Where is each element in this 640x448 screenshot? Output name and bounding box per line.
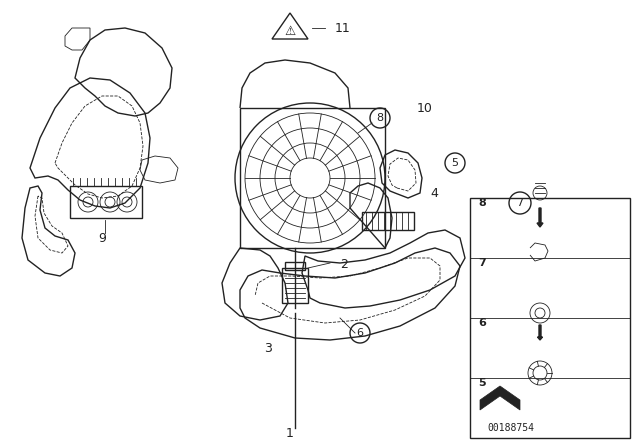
Text: 11: 11 (335, 22, 351, 34)
Text: 2: 2 (340, 258, 348, 271)
Text: 3: 3 (264, 341, 272, 354)
Text: 5: 5 (478, 378, 486, 388)
Text: 4: 4 (430, 186, 438, 199)
Text: 6: 6 (356, 328, 364, 338)
Text: 1: 1 (286, 426, 294, 439)
Text: 5: 5 (451, 158, 458, 168)
Text: 9: 9 (98, 232, 106, 245)
Text: 7: 7 (516, 198, 524, 208)
Text: 8: 8 (478, 198, 486, 208)
Text: 00188754: 00188754 (487, 423, 534, 433)
Polygon shape (480, 386, 520, 410)
Text: 10: 10 (417, 102, 433, 115)
Text: 8: 8 (376, 113, 383, 123)
Text: 6: 6 (478, 318, 486, 328)
Text: 7: 7 (478, 258, 486, 268)
Text: ⚠: ⚠ (284, 25, 296, 38)
FancyArrow shape (537, 208, 543, 227)
FancyArrow shape (538, 325, 543, 340)
